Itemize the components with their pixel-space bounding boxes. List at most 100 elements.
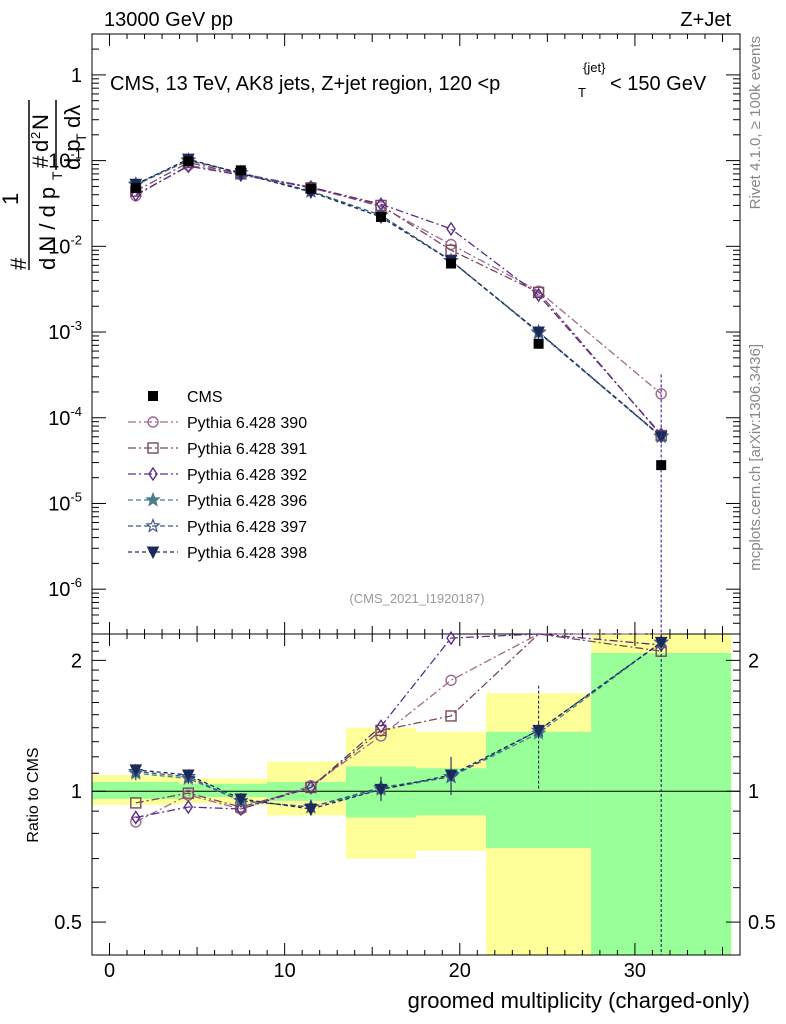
ratio-y-tick-label-0.5: 0.5 (54, 912, 82, 934)
main-point-p390 (655, 388, 667, 400)
ratio-y-tick-label-1: 1 (71, 781, 82, 803)
process-label: Z+Jet (680, 9, 731, 31)
y-title-dn-sub: T (49, 171, 65, 180)
tick-exponent: -2 (70, 232, 82, 247)
legend-label-p397: Pythia 6.428 397 (187, 519, 307, 536)
legend-label-p390: Pythia 6.428 390 (187, 415, 307, 432)
x-axis-label: groomed multiplicity (charged-only) (408, 988, 750, 1013)
title-main-text: CMS, 13 TeV, AK8 jets, Z+jet region, 120… (110, 73, 500, 95)
main-line-p391 (135, 161, 662, 436)
main-line-p390 (135, 164, 662, 395)
tick-base: 10 (48, 322, 70, 344)
cms-point (375, 211, 386, 222)
cms-point (446, 258, 457, 269)
legend-label-p396: Pythia 6.428 396 (187, 493, 307, 510)
mcplots-citation-text: mcplots.cern.ch [arXiv:1306.3436] (747, 344, 764, 571)
y-title-d2n-sup: 2 (28, 132, 43, 139)
y-title-dpt-sub: T (73, 133, 89, 142)
legend-marker-p392 (148, 466, 158, 482)
ratio-y-tick-label-right-0.5: 0.5 (748, 912, 776, 934)
x-tick-label-30: 30 (624, 960, 646, 982)
tick-base: 10 (48, 493, 70, 515)
x-tick-label-10: 10 (274, 960, 296, 982)
x-tick-label-0: 0 (104, 960, 115, 982)
cms-point (656, 460, 667, 471)
legend-label-p391: Pythia 6.428 391 (187, 441, 307, 458)
main-line-p398 (135, 158, 662, 438)
ratio-y-tick-label-right-1: 1 (748, 781, 759, 803)
legend-marker-p390 (147, 416, 159, 428)
y-title-dn: d N / d p (35, 187, 60, 270)
ratio-y-axis-label: Ratio to CMS (25, 747, 42, 842)
x-tick-label-20: 20 (449, 960, 471, 982)
main-y-tick-label-4: 10-4 (48, 404, 82, 430)
tick-base: 10 (48, 408, 70, 430)
y-title-one: 1 (0, 193, 23, 205)
tick-exponent: -4 (70, 404, 82, 419)
tick-base: 10 (48, 236, 70, 258)
title-tail-text: < 150 GeV (610, 73, 707, 95)
tick-exponent: -1 (70, 147, 82, 162)
rivet-version-text: Rivet 4.1.0, ≥ 100k events (747, 36, 764, 209)
main-line-p392 (135, 165, 662, 435)
main-plot-title: CMS, 13 TeV, AK8 jets, Z+jet region, 120… (110, 60, 707, 100)
main-point-p392 (533, 287, 544, 303)
cms-point (305, 183, 316, 194)
ratio-line-p391 (135, 633, 662, 808)
ratio-point-p392 (446, 630, 456, 646)
main-point-p391 (532, 286, 545, 299)
main-plot-frame (91, 33, 741, 635)
ratio-point-p392 (130, 810, 141, 825)
ratio-line-p392 (135, 633, 662, 819)
ratio-y-tick-label-right-2: 2 (748, 650, 759, 672)
analysis-watermark: (CMS_2021_I1920187) (349, 591, 484, 606)
ratio-point-p391 (130, 797, 142, 809)
ratio-bands-layer (92, 634, 732, 955)
ratio-point-p398 (654, 636, 668, 650)
ratio-y-tick-label-2: 2 (71, 650, 82, 672)
main-point-p398 (532, 326, 545, 340)
main-y-tick-label-6: 10-6 (48, 575, 82, 601)
energy-label: 13000 GeV pp (104, 9, 233, 31)
main-y-tick-label-5: 10-5 (48, 489, 82, 515)
cms-point (130, 182, 141, 193)
main-y-tick-label-2: 10-2 (48, 232, 82, 258)
cms-point (533, 338, 544, 349)
ratio-point-p392 (236, 801, 246, 817)
ratio-band-inner-0 (92, 782, 180, 799)
legend-label-p392: Pythia 6.428 392 (187, 467, 307, 484)
y-title-dpt: d p (60, 139, 85, 170)
ratio-point-p392 (183, 799, 194, 815)
ratio-line-p398 (135, 641, 662, 810)
main-y-axis-title: # 1 d N / d p T # d 2 N d p T dλ (0, 100, 89, 270)
main-point-p392 (446, 221, 456, 237)
ratio-point-p392 (376, 719, 386, 734)
legend-label-cms: CMS (187, 389, 223, 406)
title-sub-text: T (578, 85, 586, 100)
main-y-tick-label-0: 1 (71, 65, 82, 87)
ratio-band-inner-6 (486, 731, 592, 849)
tick-exponent: -5 (70, 489, 82, 504)
ratio-line-p397 (135, 641, 662, 808)
y-title-dlambda: dλ (60, 105, 85, 128)
y-title-d2n-d: d (28, 140, 53, 152)
ratio-plot-frame (91, 633, 741, 956)
main-y-tick-label-1: 10-1 (48, 147, 82, 173)
tick-exponent: -3 (70, 318, 82, 333)
ratio-point-p390 (445, 674, 457, 686)
main-y-tick-label-3: 10-3 (48, 318, 82, 344)
legend-marker-p398 (146, 546, 160, 560)
y-title-hash-b: # (28, 155, 53, 168)
ratio-band-inner-2 (214, 783, 268, 797)
tick-base: 10 (48, 151, 70, 173)
main-series-cms (130, 156, 667, 471)
legend-marker-cms (148, 391, 158, 401)
legend: CMS Pythia 6.428 390 Pythia 6.428 391 Py… (128, 389, 307, 562)
title-sup-text: {jet} (583, 60, 606, 75)
y-title-d2n-n: N (28, 114, 53, 130)
cms-point (183, 156, 194, 167)
legend-marker-p396 (145, 491, 161, 507)
tick-exponent: -6 (70, 575, 82, 590)
legend-label-p398: Pythia 6.428 398 (187, 545, 307, 562)
